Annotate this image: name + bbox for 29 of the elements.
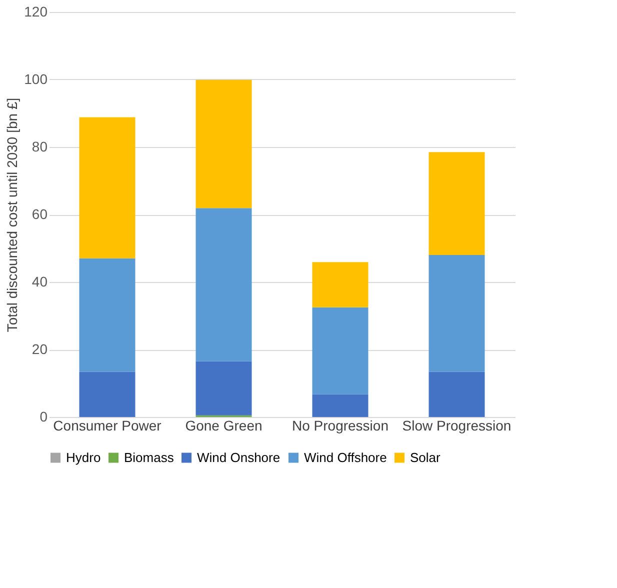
y-tick-label: 20	[32, 341, 48, 357]
bar	[196, 208, 252, 362]
bar	[79, 117, 136, 258]
bar	[428, 255, 485, 372]
y-tick-label: 60	[32, 206, 48, 222]
bar	[312, 262, 368, 308]
y-tick-label: 0	[40, 408, 48, 424]
bar	[428, 152, 485, 255]
legend-label: Solar	[410, 450, 442, 465]
bar	[312, 307, 368, 394]
legend-label: Biomass	[124, 450, 174, 465]
bar	[79, 372, 136, 417]
legend-label: Wind Offshore	[304, 450, 387, 465]
y-tick-label: 120	[24, 4, 48, 20]
x-tick-label: No Progression	[292, 418, 388, 434]
y-tick-label: 100	[24, 71, 48, 87]
y-tick-label: 40	[32, 274, 48, 290]
legend-label: Wind Onshore	[197, 450, 280, 465]
bar	[312, 394, 368, 417]
x-tick-label: Gone Green	[185, 418, 262, 434]
y-tick-label: 80	[32, 138, 48, 154]
bar	[428, 372, 485, 417]
x-tick-label: Consumer Power	[53, 418, 162, 434]
x-tick-label: Slow Progression	[402, 418, 512, 434]
bar	[196, 361, 252, 416]
bar	[196, 80, 252, 208]
legend-label: Hydro	[66, 450, 101, 465]
bar	[79, 258, 136, 372]
y-axis-title: Total discounted cost until 2030 [bn £]	[4, 98, 20, 332]
